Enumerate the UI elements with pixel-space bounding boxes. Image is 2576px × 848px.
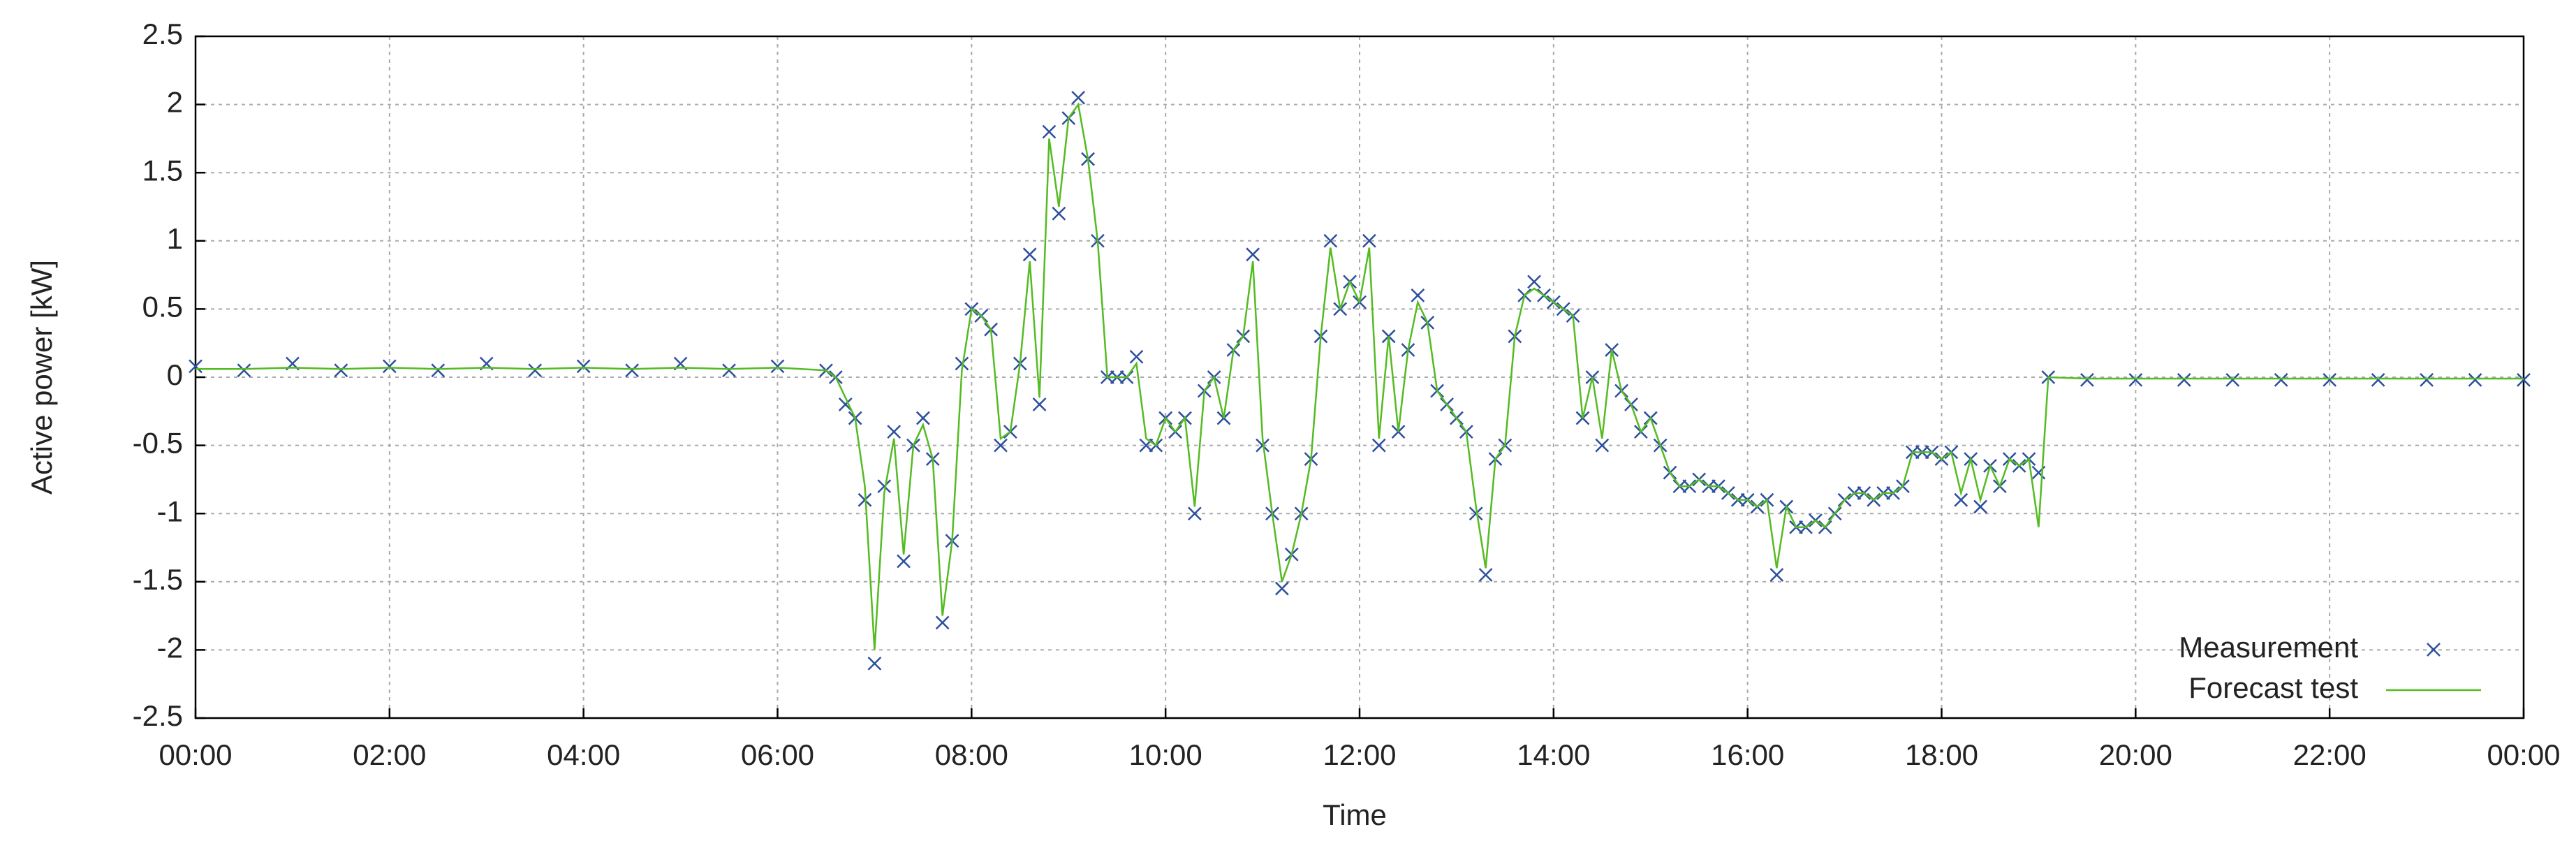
measurement-point: [2323, 373, 2337, 387]
measurement-point: [2177, 373, 2191, 387]
measurement-point: [625, 363, 640, 378]
measurement-point: [431, 363, 446, 378]
y-tick-label: 2: [167, 86, 183, 119]
measurement-point: [2274, 373, 2288, 387]
measurement-point: [2468, 373, 2482, 387]
y-tick-label: 0.5: [142, 290, 183, 323]
measurement-point: [1478, 568, 1493, 582]
x-tick-label: 02:00: [353, 738, 426, 771]
y-tick-label: 1: [167, 222, 183, 255]
legend-marker: [2427, 643, 2441, 657]
measurement-point: [334, 363, 348, 378]
x-tick-label: 10:00: [1129, 738, 1202, 771]
x-tick-label: 22:00: [2293, 738, 2367, 771]
measurement-point: [2128, 373, 2143, 387]
measurement-point: [1595, 438, 1610, 453]
y-tick-label: -0.5: [133, 427, 183, 460]
x-tick-label: 18:00: [1905, 738, 1978, 771]
measurement-point: [1032, 397, 1047, 411]
measurement-point: [1129, 349, 1144, 364]
legend-label: Measurement: [2179, 631, 2358, 664]
measurement-point: [2225, 373, 2240, 387]
x-tick-label: 00:00: [2487, 738, 2560, 771]
y-tick-label: -1: [157, 495, 183, 527]
measurement-point: [994, 438, 1008, 453]
measurement-point: [2080, 373, 2094, 387]
measurement-point: [1022, 247, 1037, 262]
y-tick-label: -1.5: [133, 563, 183, 596]
measurement-point: [576, 359, 591, 374]
measurement-point: [887, 425, 901, 439]
x-tick-label: 04:00: [547, 738, 620, 771]
measurement-point: [1469, 506, 1483, 521]
measurement-point: [1954, 492, 1968, 507]
measurement-point: [897, 554, 911, 569]
y-tick-label: 0: [167, 358, 183, 391]
measurement-point: [867, 657, 882, 671]
measurement-point: [1246, 247, 1260, 262]
legend-label: Forecast test: [2188, 671, 2358, 704]
measurement-point: [528, 363, 543, 378]
measurement-point: [955, 356, 969, 371]
x-tick-label: 00:00: [159, 738, 232, 771]
measurement-point: [1411, 288, 1425, 302]
measurement-point: [838, 397, 853, 411]
x-tick-label: 16:00: [1711, 738, 1784, 771]
x-tick-label: 12:00: [1323, 738, 1396, 771]
y-tick-label: -2: [157, 631, 183, 664]
x-tick-label: 06:00: [741, 738, 814, 771]
measurement-point: [1371, 438, 1386, 453]
measurement-point: [877, 479, 892, 494]
measurement-point: [1973, 499, 1987, 514]
x-tick-label: 08:00: [935, 738, 1008, 771]
x-axis-label: Time: [1323, 798, 1387, 831]
forecast-line: [196, 102, 2524, 650]
measurement-point: [1071, 90, 1086, 105]
plot-frame: [194, 35, 2525, 719]
measurement-point: [915, 411, 930, 425]
measurement-point: [1042, 124, 1057, 139]
measurement-point: [1323, 233, 1338, 248]
y-tick-label: 1.5: [142, 154, 183, 187]
measurement-point: [1274, 581, 1289, 596]
measurement-point: [2517, 373, 2531, 387]
y-axis-label: Active power [kW]: [25, 260, 58, 495]
measurement-point: [1052, 206, 1066, 221]
measurement-point: [1362, 233, 1376, 248]
measurement-point: [2371, 373, 2385, 387]
measurement-point: [935, 615, 950, 630]
measurement-point: [722, 363, 736, 378]
measurement-point: [770, 359, 785, 374]
measurement-point: [1256, 438, 1269, 453]
measurement-point: [2420, 373, 2434, 387]
measurement-point: [237, 363, 251, 378]
x-tick-label: 14:00: [1517, 738, 1590, 771]
y-tick-label: -2.5: [133, 699, 183, 732]
measurement-point: [1769, 568, 1784, 582]
measurement-point: [189, 359, 203, 374]
measurement-point: [1187, 506, 1202, 521]
measurement-point: [382, 359, 397, 374]
y-tick-label: 2.5: [142, 17, 183, 50]
x-tick-label: 20:00: [2099, 738, 2172, 771]
measurement-point: [1527, 275, 1541, 289]
